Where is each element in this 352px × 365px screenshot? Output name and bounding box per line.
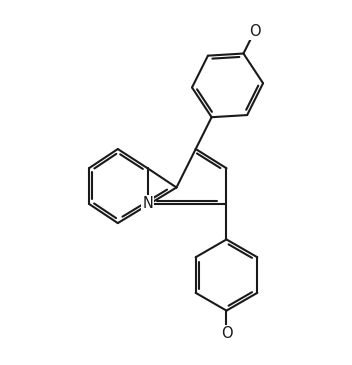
Text: methoxy: methoxy xyxy=(0,364,1,365)
Text: O: O xyxy=(249,24,260,39)
Text: N: N xyxy=(142,196,153,211)
Text: O: O xyxy=(221,326,232,341)
